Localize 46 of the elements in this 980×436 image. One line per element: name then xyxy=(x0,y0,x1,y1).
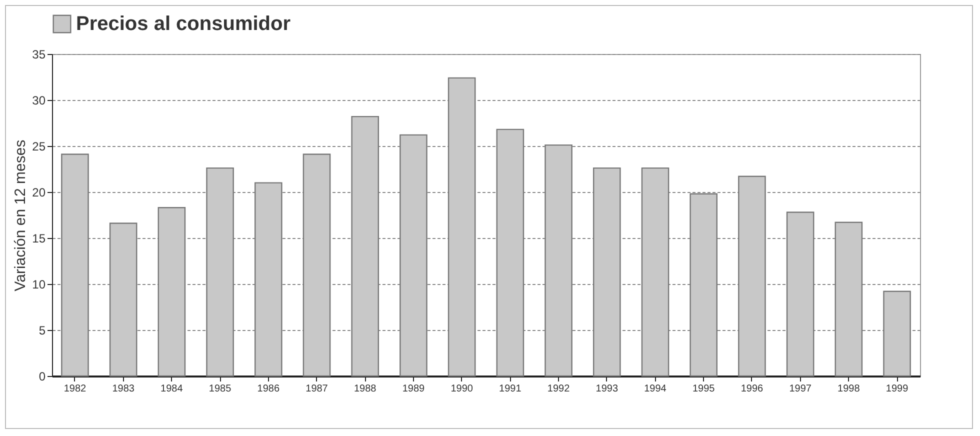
x-tick-label: 1983 xyxy=(112,384,135,394)
x-tick-label: 1986 xyxy=(257,384,280,394)
legend-label: Precios al consumidor xyxy=(76,13,291,35)
bar xyxy=(61,154,89,377)
x-tick-label: 1993 xyxy=(596,384,618,394)
y-tick-label: 0 xyxy=(38,370,46,384)
x-tick-label: 1998 xyxy=(838,384,860,394)
bar xyxy=(448,77,476,377)
bar xyxy=(254,182,282,377)
x-tick-label: 1996 xyxy=(740,384,764,394)
y-tick-label: 25 xyxy=(32,140,46,154)
y-tick-label: 20 xyxy=(32,186,46,200)
bar xyxy=(544,144,572,377)
bar xyxy=(206,167,234,377)
bar xyxy=(641,167,670,377)
x-tick-label: 1999 xyxy=(886,384,909,394)
x-tick-label: 1995 xyxy=(692,384,716,394)
x-tick-label: 1985 xyxy=(208,384,232,394)
x-tick-label: 1987 xyxy=(306,384,328,394)
x-tick-label: 1984 xyxy=(160,384,184,394)
y-axis-title: Variación en 12 meses xyxy=(12,140,30,292)
y-tick-label: 10 xyxy=(32,278,46,292)
bar xyxy=(786,212,814,377)
y-tick-label: 5 xyxy=(38,324,46,338)
bar xyxy=(109,222,138,377)
x-tick-label: 1994 xyxy=(644,384,667,394)
bar xyxy=(302,154,331,377)
bar xyxy=(351,116,380,377)
x-tick-label: 1992 xyxy=(547,384,570,394)
x-tick-label: 1997 xyxy=(789,384,812,394)
bar xyxy=(592,167,621,377)
y-tick-label: 30 xyxy=(32,94,46,108)
bar xyxy=(738,176,766,377)
y-tick-label: 35 xyxy=(32,48,46,62)
x-tick-label: 1989 xyxy=(402,384,426,394)
y-tick-label: 15 xyxy=(32,232,46,246)
x-tick-label: 1990 xyxy=(450,384,474,394)
bar xyxy=(496,128,524,377)
bar xyxy=(834,222,863,377)
bar xyxy=(690,193,718,377)
bar xyxy=(883,290,911,377)
x-tick-label: 1988 xyxy=(354,384,377,394)
bar xyxy=(158,207,186,377)
bar xyxy=(400,134,428,377)
x-tick-label: 1982 xyxy=(64,384,87,394)
x-tick-label: 1991 xyxy=(499,384,522,394)
